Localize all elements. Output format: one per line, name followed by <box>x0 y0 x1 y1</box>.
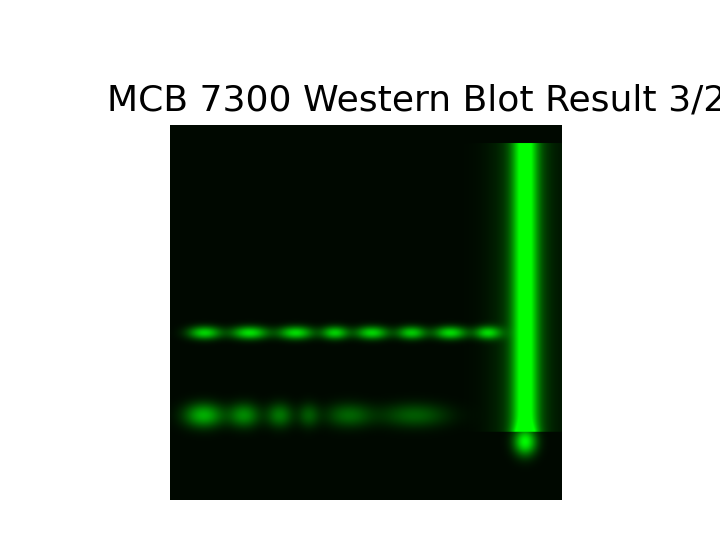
Text: MCB 7300 Western Blot Result 3/27/13: MCB 7300 Western Blot Result 3/27/13 <box>107 84 720 118</box>
